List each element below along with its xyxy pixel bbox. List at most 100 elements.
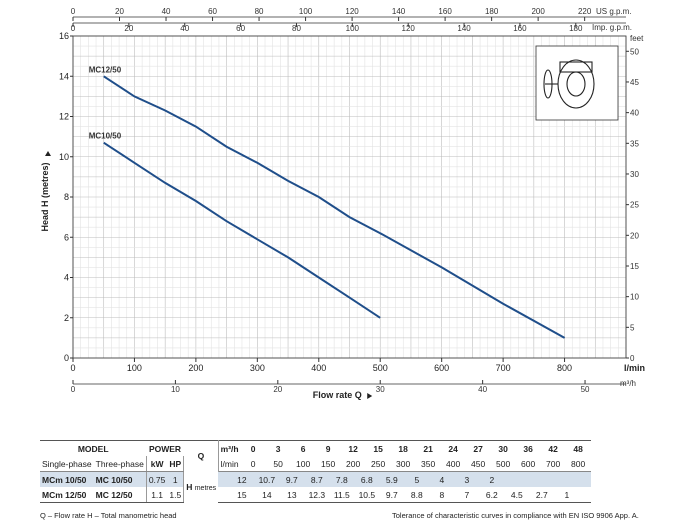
row2-kw: 1.1 — [146, 487, 168, 503]
y-tick-label: 2 — [64, 313, 69, 323]
x-axis-label: Flow rate Q — [313, 390, 362, 400]
impgpm-unit-label: Imp. g.p.m. — [592, 23, 632, 32]
impgpm-tick-label: 140 — [457, 24, 471, 33]
row1-hp: 1 — [167, 471, 185, 487]
m3h-tick-label: 20 — [273, 385, 282, 394]
q-lmin-value: 350 — [420, 458, 436, 469]
row1-head-value: 7.8 — [335, 474, 348, 485]
q-m3h-value: 0 — [250, 443, 256, 454]
row1-head-value: 9.7 — [285, 474, 298, 485]
q-lmin-value: 450 — [470, 458, 486, 469]
row1-head-value: 12 — [237, 474, 247, 485]
x-tick-label: 400 — [311, 363, 326, 373]
m3h-unit-label: m³/h — [620, 379, 636, 388]
usgpm-tick-label: 220 — [578, 7, 592, 16]
row2-three: MC 12/50 — [93, 487, 147, 503]
usgpm-tick-label: 120 — [345, 7, 359, 16]
row2-head-value: 12.3 — [308, 489, 326, 500]
feet-tick-label: 0 — [630, 354, 635, 363]
y-tick-label: 12 — [59, 112, 69, 122]
usgpm-tick-label: 60 — [208, 7, 217, 16]
feet-tick-label: 30 — [630, 170, 639, 179]
feet-tick-label: 15 — [630, 262, 639, 271]
q-lmin-value: 0 — [250, 458, 256, 469]
row1-single: MCm 10/50 — [40, 471, 94, 487]
row2-head-value: 15 — [237, 489, 247, 500]
y-tick-label: 16 — [59, 31, 69, 41]
series-label-mc10/50: MC10/50 — [89, 132, 122, 141]
row2-head-value: 6.2 — [485, 489, 498, 500]
q-m3h-value: 27 — [473, 443, 483, 454]
footer-legend: Q – Flow rate H – Total manometric head — [40, 511, 177, 520]
row2-head-value: 2.7 — [535, 489, 548, 500]
row2-hp: 1.5 — [167, 487, 185, 503]
row1-head-value: 6.8 — [360, 474, 373, 485]
usgpm-tick-label: 0 — [71, 7, 76, 16]
impgpm-tick-label: 160 — [513, 24, 527, 33]
impgpm-tick-label: 40 — [180, 24, 189, 33]
row1-head-value: 3 — [464, 474, 470, 485]
q-lmin-value: 600 — [520, 458, 536, 469]
q-lmin-value: 300 — [395, 458, 411, 469]
q-m3h-value: 6 — [300, 443, 306, 454]
q-m3h-value: 36 — [523, 443, 533, 454]
y-tick-label: 0 — [64, 353, 69, 363]
q-lmin-value: 700 — [545, 458, 561, 469]
feet-tick-label: 40 — [630, 109, 639, 118]
feet-tick-label: 10 — [630, 293, 639, 302]
q-lmin-value: 100 — [295, 458, 311, 469]
series-line-mc12/50 — [103, 75, 566, 339]
lmin-unit: l/min — [218, 456, 241, 472]
row1-three: MC 10/50 — [93, 471, 147, 487]
single-phase-header: Single-phase — [40, 456, 94, 472]
impgpm-tick-label: 120 — [402, 24, 416, 33]
row2-head-value: 10.5 — [358, 489, 376, 500]
row2-head-value: 8.8 — [410, 489, 423, 500]
row1-head-value: 8.7 — [310, 474, 323, 485]
x-tick-label: 300 — [250, 363, 265, 373]
q-m3h-value: 15 — [373, 443, 383, 454]
feet-tick-label: 45 — [630, 78, 639, 87]
q-label: Q — [183, 440, 219, 472]
pump-icon — [543, 59, 595, 109]
feet-tick-label: 5 — [630, 323, 635, 332]
q-m3h-value: 21 — [423, 443, 433, 454]
y-tick-label: 14 — [59, 71, 69, 81]
row2-head-value: 13 — [287, 489, 297, 500]
usgpm-tick-label: 40 — [162, 7, 171, 16]
row1-head-value: 5 — [414, 474, 420, 485]
row2-head-value: 14 — [262, 489, 272, 500]
kw-header: kW — [146, 456, 168, 472]
y-tick-label: 8 — [64, 192, 69, 202]
usgpm-tick-label: 20 — [115, 7, 124, 16]
three-phase-header: Three-phase — [93, 456, 147, 472]
row1-head-value: 10.7 — [258, 474, 276, 485]
impgpm-tick-label: 180 — [569, 24, 583, 33]
usgpm-unit-label: US g.p.m. — [596, 7, 632, 16]
q-lmin-value: 50 — [273, 458, 283, 469]
q-lmin-value: 250 — [370, 458, 386, 469]
x-tick-label: 800 — [557, 363, 572, 373]
y-axis-label: Head H (metres) — [40, 162, 50, 231]
q-m3h-value: 24 — [448, 443, 458, 454]
q-lmin-value: 500 — [495, 458, 511, 469]
q-lmin-value: 400 — [445, 458, 461, 469]
feet-tick-label: 25 — [630, 201, 639, 210]
q-m3h-value: 48 — [573, 443, 583, 454]
row1-head-value: 4 — [439, 474, 445, 485]
row1-kw: 0.75 — [146, 471, 168, 487]
q-m3h-value: 3 — [275, 443, 281, 454]
row2-head-value: 1 — [564, 489, 570, 500]
m3h-tick-label: 30 — [376, 385, 385, 394]
m3h-tick-label: 10 — [171, 385, 180, 394]
q-m3h-value: 42 — [548, 443, 558, 454]
series-label-mc12/50: MC12/50 — [89, 65, 122, 74]
row2-head-value: 11.5 — [333, 489, 350, 500]
usgpm-tick-label: 160 — [438, 7, 452, 16]
usgpm-tick-label: 80 — [255, 7, 264, 16]
pump-motor-shape — [543, 69, 553, 99]
x-tick-label: 500 — [373, 363, 388, 373]
x-tick-label: 100 — [127, 363, 142, 373]
impgpm-tick-label: 80 — [292, 24, 301, 33]
